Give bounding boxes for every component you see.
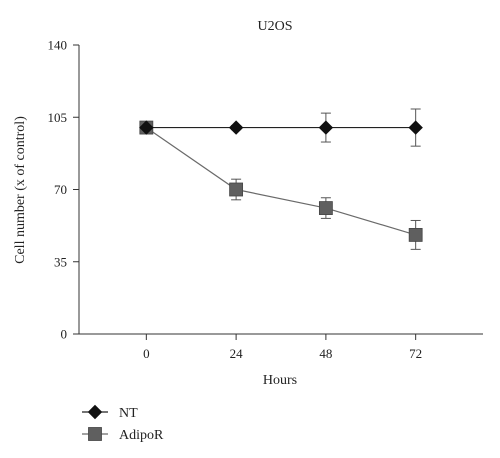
legend-marker — [87, 404, 103, 420]
legend-label: NT — [119, 406, 138, 421]
legend-item: NT — [82, 404, 138, 421]
series-adipor — [139, 120, 423, 250]
data-point — [228, 120, 244, 135]
series-nt — [139, 108, 423, 147]
legend-marker — [88, 427, 102, 441]
y-tick-label: 0 — [61, 327, 68, 342]
series-line — [145, 127, 416, 236]
data-point — [318, 120, 334, 135]
axes: 0 35 70 105 140 0 24 48 72 — [48, 38, 483, 361]
data-point — [408, 228, 423, 242]
legend-label: AdipoR — [119, 428, 164, 443]
y-tick-label: 140 — [48, 38, 68, 53]
data-point — [318, 201, 333, 215]
x-tick-label: 72 — [409, 346, 422, 361]
x-tick-label: 24 — [230, 346, 244, 361]
chart-title: U2OS — [257, 19, 292, 34]
x-axis-label: Hours — [263, 373, 297, 388]
series-layer — [139, 108, 423, 250]
y-tick-label: 105 — [48, 110, 68, 125]
y-tick-label: 70 — [54, 182, 67, 197]
legend: NT AdipoR — [82, 404, 164, 443]
x-tick-label: 0 — [143, 346, 150, 361]
data-point — [139, 120, 154, 135]
y-tick-label: 35 — [54, 254, 67, 269]
data-point — [229, 182, 244, 197]
data-point — [408, 120, 423, 135]
y-axis-label: Cell number (x of control) — [13, 116, 28, 264]
x-tick-label: 48 — [319, 346, 332, 361]
legend-item: AdipoR — [82, 427, 164, 443]
